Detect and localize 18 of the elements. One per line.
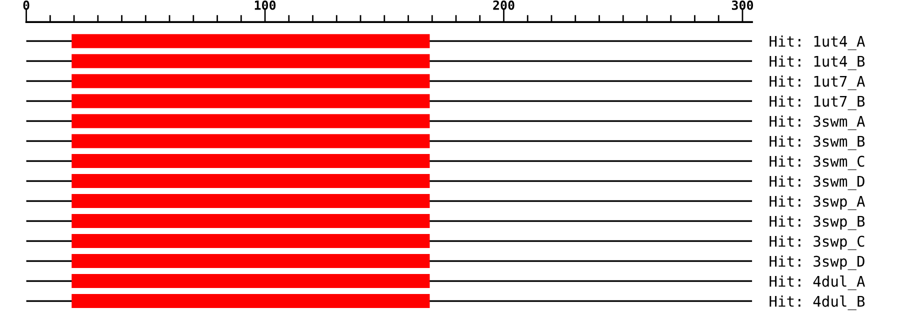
x-tick-label: 200 xyxy=(493,0,514,10)
y-tick-label: Hit: 4dul_B xyxy=(770,295,865,310)
y-tick-label: Hit: 3swm_C xyxy=(770,156,864,170)
y-tick-label: Hit: 3swp_B xyxy=(770,216,865,230)
x-tick-label: 0 xyxy=(23,0,30,10)
y-tick-label: Hit: 3swm_A xyxy=(770,116,866,130)
x-tick-label: 100 xyxy=(254,0,276,10)
y-tick-label: Hit: 1ut4_B xyxy=(770,56,865,70)
y-tick-label: Hit: 3swp_C xyxy=(770,236,864,250)
y-tick-label: Hit: 3swm_B xyxy=(770,136,865,150)
y-tick-label: Hit: 3swm_D xyxy=(770,176,864,190)
x-tick-label: 300 xyxy=(732,0,754,10)
y-tick-label: Hit: 1ut7_A xyxy=(770,76,866,90)
y-tick-label: Hit: 3swp_A xyxy=(770,196,866,210)
y-tick-label: Hit: 3swp_D xyxy=(770,256,864,270)
y-tick-label: Hit: 4dul_A xyxy=(770,275,866,290)
y-tick-label: Hit: 1ut7_B xyxy=(770,96,865,110)
y-tick-label: Hit: 1ut4_A xyxy=(770,36,866,50)
